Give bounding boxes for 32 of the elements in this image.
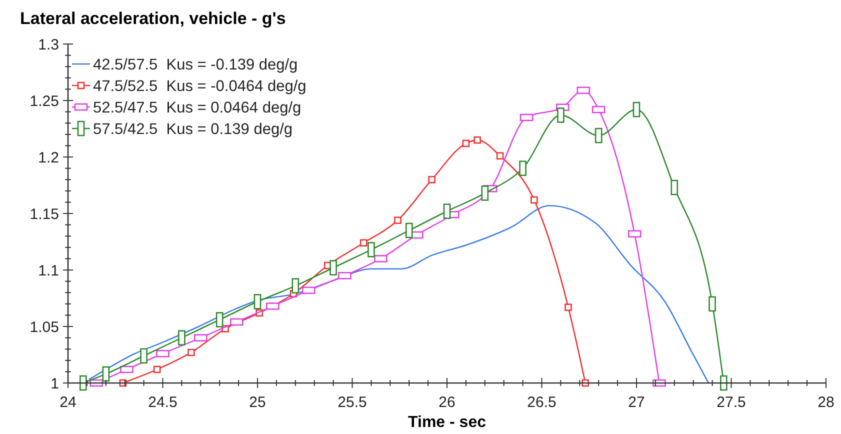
point <box>462 140 470 148</box>
x-tick-label: 26.5 <box>527 394 556 411</box>
x-tick-label: 25 <box>249 394 266 411</box>
x-tick-label: 25.5 <box>338 394 367 411</box>
point <box>474 136 481 144</box>
legend-label: 47.5/52.5 Kus = -0.0464 deg/g <box>93 78 306 95</box>
x-tick-label: 26 <box>438 394 456 411</box>
legend-label: 42.5/57.5 Kus = -0.139 deg/g <box>93 56 298 74</box>
point <box>188 348 195 356</box>
point <box>496 152 504 160</box>
x-tick-label: 28 <box>818 394 834 411</box>
point <box>394 216 402 224</box>
legend-label: 52.5/47.5 Kus = 0.0464 deg/g <box>93 99 302 116</box>
y-tick-label: 1 <box>50 375 59 392</box>
y-tick-label: 1.25 <box>30 92 59 110</box>
point <box>428 176 436 184</box>
x-tick-label: 27 <box>628 394 645 411</box>
point <box>564 304 572 311</box>
y-tick-label: 1.3 <box>38 36 59 54</box>
point <box>153 366 161 374</box>
y-tick-label: 1.1 <box>38 262 59 280</box>
y-tick-label: 1.2 <box>38 149 59 166</box>
legend-label: 57.5/42.5 Kus = 0.139 deg/g <box>93 120 293 138</box>
y-tick-label: 1.15 <box>30 206 59 223</box>
x-tick-label: 24.5 <box>148 394 178 411</box>
chart-title: Lateral acceleration, vehicle - g's <box>20 9 286 28</box>
x-axis-title: Time - sec <box>408 414 486 431</box>
point <box>530 196 538 204</box>
x-tick-label: 24 <box>60 394 76 411</box>
y-tick-label: 1.05 <box>30 318 59 336</box>
x-tick-label: 27.5 <box>716 394 746 411</box>
point <box>360 239 368 247</box>
